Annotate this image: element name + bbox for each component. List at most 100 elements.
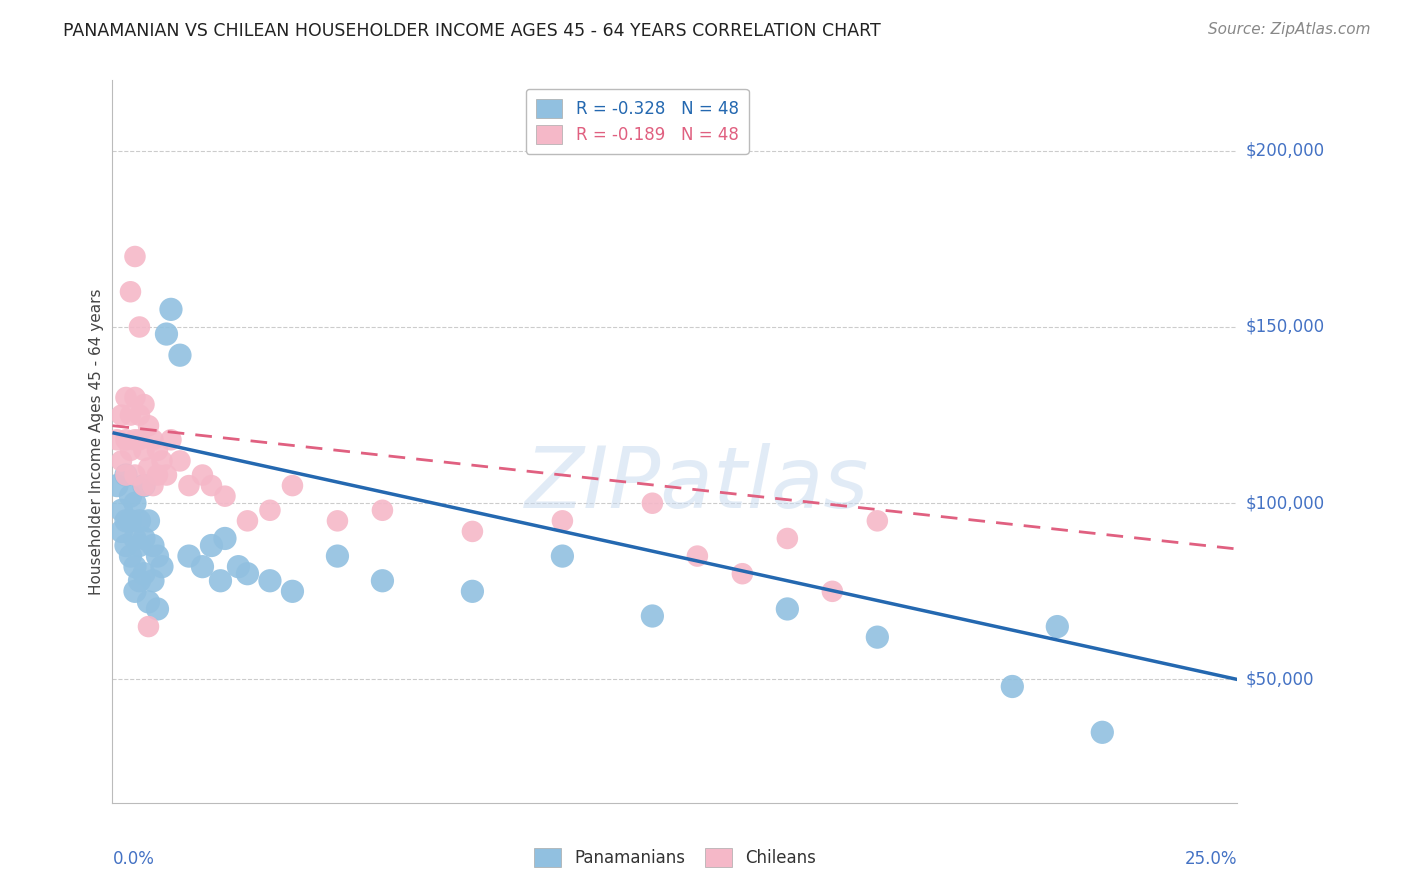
Point bbox=[128, 514, 150, 528]
Point bbox=[120, 489, 142, 503]
Point bbox=[228, 559, 250, 574]
Point bbox=[214, 532, 236, 546]
Point bbox=[132, 566, 155, 581]
Point bbox=[160, 302, 183, 317]
Point bbox=[150, 454, 173, 468]
Point bbox=[371, 503, 394, 517]
Point bbox=[200, 539, 222, 553]
Point bbox=[169, 348, 191, 362]
Point bbox=[124, 559, 146, 574]
Point bbox=[776, 532, 799, 546]
Point bbox=[128, 408, 150, 422]
Point bbox=[209, 574, 232, 588]
Point bbox=[138, 619, 160, 633]
Legend: Panamanians, Chileans: Panamanians, Chileans bbox=[527, 841, 823, 874]
Y-axis label: Householder Income Ages 45 - 64 years: Householder Income Ages 45 - 64 years bbox=[89, 288, 104, 595]
Point bbox=[142, 433, 165, 447]
Point bbox=[146, 468, 169, 483]
Point bbox=[142, 539, 165, 553]
Point bbox=[326, 514, 349, 528]
Point bbox=[160, 433, 183, 447]
Point bbox=[115, 468, 138, 483]
Point bbox=[236, 514, 259, 528]
Point bbox=[281, 478, 304, 492]
Point bbox=[124, 468, 146, 483]
Point bbox=[214, 489, 236, 503]
Point bbox=[371, 574, 394, 588]
Point bbox=[146, 549, 169, 563]
Point bbox=[776, 602, 799, 616]
Point bbox=[1091, 725, 1114, 739]
Point bbox=[200, 478, 222, 492]
Point bbox=[461, 584, 484, 599]
Point bbox=[281, 584, 304, 599]
Point bbox=[132, 478, 155, 492]
Point bbox=[128, 574, 150, 588]
Point bbox=[138, 418, 160, 433]
Point bbox=[259, 503, 281, 517]
Point bbox=[1001, 680, 1024, 694]
Point bbox=[124, 532, 146, 546]
Point bbox=[110, 503, 132, 517]
Point bbox=[866, 630, 889, 644]
Point bbox=[132, 398, 155, 412]
Point bbox=[155, 326, 177, 341]
Point bbox=[551, 514, 574, 528]
Text: $100,000: $100,000 bbox=[1246, 494, 1324, 512]
Point bbox=[105, 478, 128, 492]
Point bbox=[138, 514, 160, 528]
Point bbox=[120, 514, 142, 528]
Point bbox=[191, 559, 214, 574]
Point bbox=[142, 478, 165, 492]
Point bbox=[177, 478, 200, 492]
Point bbox=[641, 496, 664, 510]
Point bbox=[128, 320, 150, 334]
Point bbox=[128, 539, 150, 553]
Point bbox=[105, 433, 128, 447]
Point bbox=[866, 514, 889, 528]
Point bbox=[551, 549, 574, 563]
Point bbox=[177, 549, 200, 563]
Point bbox=[731, 566, 754, 581]
Point bbox=[132, 532, 155, 546]
Point bbox=[124, 496, 146, 510]
Point bbox=[124, 391, 146, 405]
Point bbox=[115, 391, 138, 405]
Point bbox=[110, 408, 132, 422]
Point bbox=[132, 443, 155, 458]
Point bbox=[461, 524, 484, 539]
Point bbox=[686, 549, 709, 563]
Point bbox=[120, 443, 142, 458]
Point bbox=[155, 468, 177, 483]
Point bbox=[191, 468, 214, 483]
Point bbox=[124, 250, 146, 264]
Point bbox=[821, 584, 844, 599]
Point bbox=[150, 559, 173, 574]
Text: PANAMANIAN VS CHILEAN HOUSEHOLDER INCOME AGES 45 - 64 YEARS CORRELATION CHART: PANAMANIAN VS CHILEAN HOUSEHOLDER INCOME… bbox=[63, 22, 882, 40]
Point bbox=[120, 285, 142, 299]
Point bbox=[259, 574, 281, 588]
Point bbox=[146, 602, 169, 616]
Point bbox=[115, 468, 138, 483]
Text: 0.0%: 0.0% bbox=[112, 850, 155, 868]
Point bbox=[110, 524, 132, 539]
Text: 25.0%: 25.0% bbox=[1185, 850, 1237, 868]
Point bbox=[124, 433, 146, 447]
Point bbox=[120, 549, 142, 563]
Point bbox=[138, 595, 160, 609]
Point bbox=[115, 433, 138, 447]
Point bbox=[326, 549, 349, 563]
Point bbox=[132, 478, 155, 492]
Point bbox=[115, 514, 138, 528]
Point bbox=[641, 609, 664, 624]
Text: $50,000: $50,000 bbox=[1246, 671, 1315, 689]
Point bbox=[169, 454, 191, 468]
Point bbox=[110, 454, 132, 468]
Text: $200,000: $200,000 bbox=[1246, 142, 1324, 160]
Text: Source: ZipAtlas.com: Source: ZipAtlas.com bbox=[1208, 22, 1371, 37]
Point bbox=[124, 584, 146, 599]
Point bbox=[1046, 619, 1069, 633]
Point bbox=[128, 433, 150, 447]
Text: ZIPatlas: ZIPatlas bbox=[526, 443, 869, 526]
Point bbox=[142, 574, 165, 588]
